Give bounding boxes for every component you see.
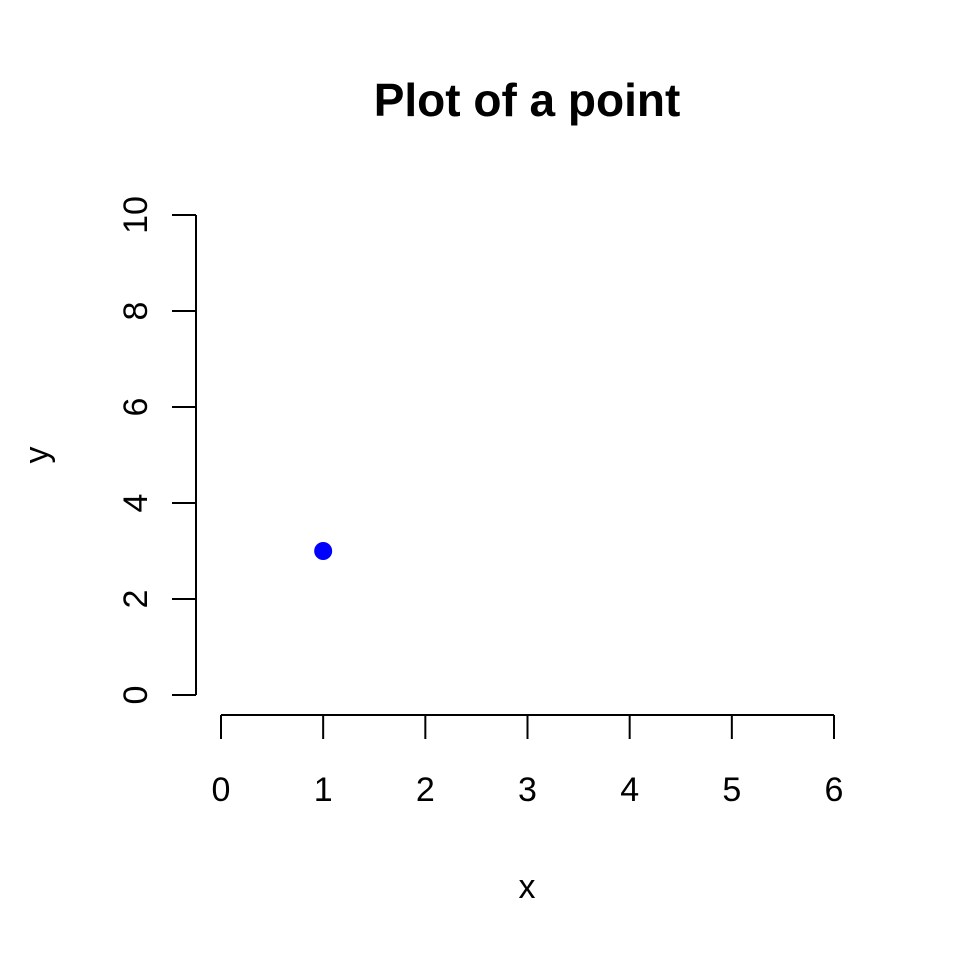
x-axis-ticks: 0 1 2 3 4 5 6 [212,715,844,809]
y-tick-label: 0 [117,686,155,705]
x-tick-label: 3 [518,771,537,809]
x-tick-label: 2 [416,771,435,809]
x-tick-label: 4 [620,771,639,809]
x-tick-label: 1 [314,771,333,809]
data-point [314,542,333,560]
y-axis-label: y [18,447,56,464]
x-axis-label: x [519,868,536,906]
chart-title: Plot of a point [374,74,681,126]
y-tick-label: 8 [117,302,155,321]
data-points [314,542,333,560]
y-tick-label: 4 [117,494,155,513]
y-axis-ticks: 0 2 4 6 8 10 [117,196,196,704]
y-tick-label: 6 [117,398,155,417]
x-tick-label: 0 [212,771,231,809]
x-tick-label: 6 [825,771,844,809]
y-tick-label: 2 [117,590,155,609]
y-tick-label: 10 [117,196,155,234]
x-tick-label: 5 [722,771,741,809]
